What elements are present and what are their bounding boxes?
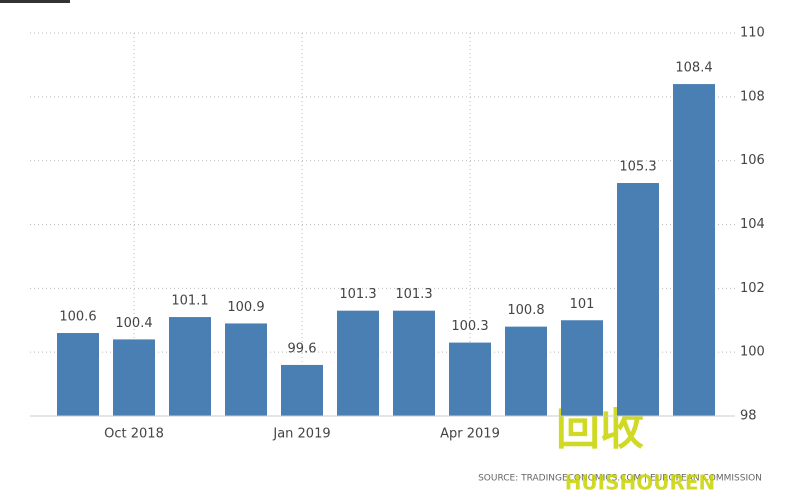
bar <box>113 339 155 416</box>
bar <box>449 342 491 416</box>
bar <box>225 323 267 416</box>
y-tick-label: 100 <box>740 345 765 360</box>
watermark: HUISHOUREN <box>565 471 716 495</box>
value-label: 100.9 <box>227 300 264 315</box>
top-bar <box>0 0 70 3</box>
bar <box>505 326 547 416</box>
bar <box>393 310 435 416</box>
value-label: 100.4 <box>115 316 152 331</box>
value-label: 100.3 <box>451 319 488 334</box>
value-label: 100.8 <box>507 303 544 318</box>
bar <box>617 183 659 416</box>
y-tick-label: 106 <box>740 153 765 168</box>
value-label: 100.6 <box>59 310 96 325</box>
y-tick-label: 102 <box>740 281 765 296</box>
value-label: 101.3 <box>339 287 376 302</box>
bar <box>673 84 715 417</box>
source: SOURCE: TRADINGECONOMICS.COM | EUROPEAN … <box>478 474 762 484</box>
y-tick-label: 104 <box>740 217 765 232</box>
value-label: 101.3 <box>395 287 432 302</box>
bar <box>57 333 99 416</box>
y-tick-label: 98 <box>740 409 757 424</box>
value-label: 101 <box>570 297 595 312</box>
x-tick-label: Jan 2019 <box>272 427 330 442</box>
value-label: 99.6 <box>288 341 317 356</box>
value-label: 108.4 <box>675 61 712 76</box>
x-tick-label: Apr 2019 <box>440 427 500 442</box>
value-label: 105.3 <box>619 160 656 175</box>
bar <box>561 320 603 416</box>
bar <box>169 317 211 416</box>
x-tick-label: Oct 2018 <box>104 427 164 442</box>
y-tick-label: 108 <box>740 89 765 104</box>
y-tick-label: 110 <box>740 26 765 41</box>
bar <box>281 364 323 416</box>
value-label: 101.1 <box>171 294 208 309</box>
bar <box>337 310 379 416</box>
